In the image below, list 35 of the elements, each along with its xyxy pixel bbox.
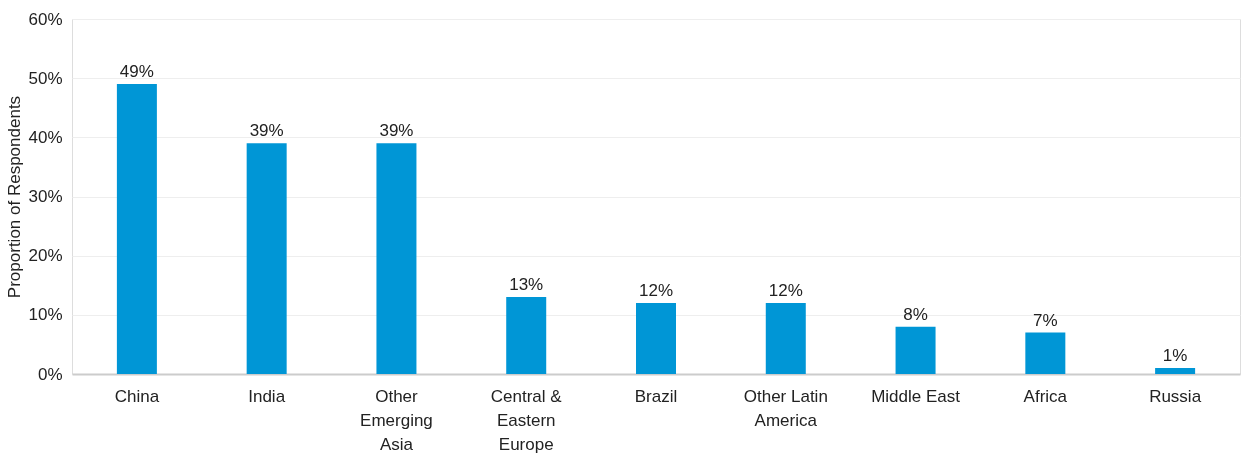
bar — [1025, 332, 1066, 374]
data-label: 39% — [379, 121, 414, 141]
x-tick-label: Africa — [1023, 386, 1068, 406]
bar — [1155, 368, 1196, 374]
x-tick-label: Middle East — [871, 386, 961, 406]
data-label: 1% — [1162, 346, 1188, 366]
x-tick-label: Central & Eastern Europe — [490, 386, 563, 454]
y-tick-label: 10% — [28, 305, 63, 325]
x-tick-label: Russia — [1149, 386, 1202, 406]
bar — [246, 143, 287, 374]
bar — [506, 297, 547, 374]
y-tick-label: 40% — [28, 127, 63, 147]
data-label: 39% — [249, 121, 284, 141]
y-tick-label: 60% — [28, 9, 63, 29]
data-label: 12% — [638, 281, 674, 300]
x-tick-label: India — [248, 386, 286, 406]
data-label: 49% — [119, 62, 154, 82]
x-tick-label: Brazil — [634, 386, 678, 406]
bar — [376, 143, 417, 374]
y-tick-label: 0% — [37, 364, 63, 384]
bar — [765, 303, 806, 374]
x-tick-label: Other Latin America — [743, 386, 828, 430]
y-tick-label: 30% — [28, 187, 63, 206]
data-label: 12% — [768, 281, 803, 300]
data-label: 8% — [903, 304, 928, 324]
bar — [895, 326, 936, 374]
data-label: 7% — [1033, 310, 1058, 330]
y-tick-label: 50% — [28, 68, 63, 88]
y-axis-title: Proportion of Respondents — [5, 95, 25, 299]
x-tick-label: Other Emerging Asia — [360, 386, 433, 454]
x-tick-label: China — [114, 386, 160, 406]
bar — [116, 84, 157, 374]
y-tick-label: 20% — [28, 246, 63, 266]
bar — [636, 303, 676, 374]
data-label: 13% — [509, 275, 544, 295]
